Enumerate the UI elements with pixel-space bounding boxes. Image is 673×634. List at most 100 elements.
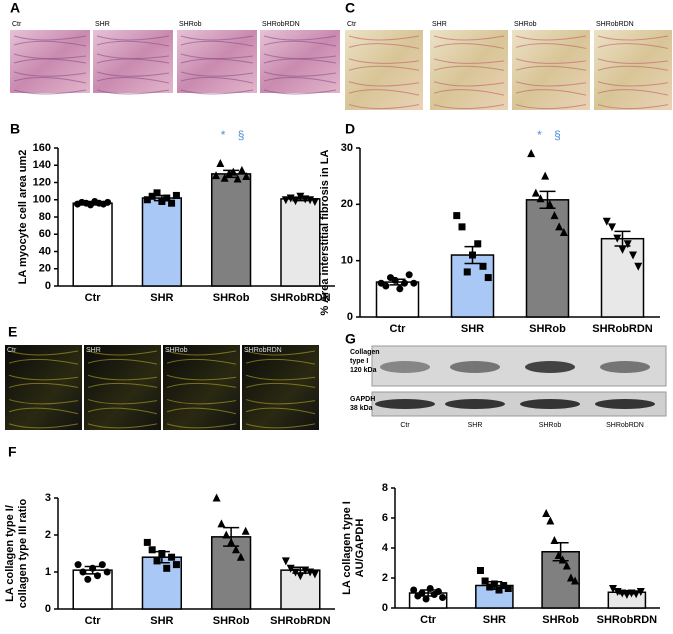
band xyxy=(450,361,500,373)
texture xyxy=(515,58,587,64)
band xyxy=(525,361,575,373)
micrograph xyxy=(594,30,672,110)
y-tick-label: 8 xyxy=(382,482,388,494)
point xyxy=(486,583,494,591)
bar xyxy=(450,254,495,318)
texture xyxy=(8,382,79,388)
point xyxy=(231,545,240,554)
texture xyxy=(263,71,337,77)
point xyxy=(545,199,554,208)
x-tick-label: SHR xyxy=(461,323,484,335)
point xyxy=(613,234,622,243)
point xyxy=(148,192,156,200)
point xyxy=(229,167,238,176)
point xyxy=(281,196,290,205)
point xyxy=(608,585,617,593)
y-tick-label: 20 xyxy=(341,198,353,210)
point xyxy=(559,228,568,236)
point xyxy=(222,530,231,539)
x-tick-label: Ctr xyxy=(390,323,407,335)
image-label: SHR xyxy=(432,21,447,28)
point xyxy=(463,268,471,276)
point xyxy=(396,285,404,293)
point xyxy=(233,174,242,183)
texture xyxy=(13,89,87,95)
y-tick-label: 0 xyxy=(45,280,51,292)
texture xyxy=(180,89,254,95)
x-tick-label: SHRob xyxy=(529,323,566,335)
point xyxy=(481,577,489,585)
point xyxy=(458,223,466,231)
bar xyxy=(72,202,113,287)
texture xyxy=(263,53,337,60)
y-tick-label: 6 xyxy=(382,512,388,524)
point xyxy=(550,536,559,544)
image-label: SHRobRDN xyxy=(244,347,282,354)
y-tick-label: 0 xyxy=(382,602,388,614)
point xyxy=(172,191,180,199)
texture xyxy=(166,382,237,388)
image-label: SHRobRDN xyxy=(262,21,300,28)
texture xyxy=(13,58,87,64)
texture xyxy=(348,89,420,96)
texture xyxy=(515,65,587,71)
point xyxy=(608,223,616,232)
image-label: Ctr xyxy=(7,347,17,354)
point xyxy=(484,274,492,282)
point xyxy=(79,568,87,576)
y-tick-label: 2 xyxy=(45,529,51,541)
band xyxy=(375,399,435,409)
texture xyxy=(433,104,505,110)
y-tick-label: 3 xyxy=(45,492,51,504)
y-tick-label: 10 xyxy=(341,255,353,267)
texture xyxy=(597,43,669,49)
texture xyxy=(87,423,158,429)
band xyxy=(600,361,650,373)
texture xyxy=(180,53,254,60)
point xyxy=(296,192,305,201)
point xyxy=(629,251,637,260)
x-tick-label: SHR xyxy=(150,292,173,304)
point xyxy=(562,561,571,570)
texture xyxy=(245,374,316,381)
texture xyxy=(166,350,237,356)
texture xyxy=(433,58,505,64)
texture xyxy=(13,40,87,47)
point xyxy=(291,568,300,577)
point xyxy=(216,159,225,168)
point xyxy=(536,194,545,203)
point xyxy=(495,586,503,594)
point xyxy=(148,546,156,554)
point xyxy=(242,171,251,180)
point xyxy=(89,564,97,572)
point xyxy=(469,251,476,259)
point xyxy=(531,188,540,197)
band xyxy=(595,399,655,409)
point xyxy=(163,564,171,572)
texture xyxy=(348,104,420,110)
x-tick-label: Ctr xyxy=(85,615,102,627)
micrograph xyxy=(242,345,319,430)
image-label: SHR xyxy=(86,347,101,354)
texture xyxy=(180,40,254,47)
blot-label: type I xyxy=(350,358,368,365)
micrograph xyxy=(163,345,240,430)
band xyxy=(445,399,505,409)
point xyxy=(500,582,508,589)
blot-label: 120 kDa xyxy=(350,367,377,374)
y-axis-label: % Area interstitial fibrosis in LA xyxy=(319,150,331,316)
y-tick-label: 60 xyxy=(39,228,51,240)
annotation: * xyxy=(221,128,226,142)
y-tick-label: 20 xyxy=(39,263,51,275)
annotation: § xyxy=(554,128,561,142)
point xyxy=(405,271,413,279)
texture xyxy=(515,89,587,96)
y-axis-label: LA myocyte cell area um2 xyxy=(17,150,29,285)
texture xyxy=(87,350,158,356)
texture xyxy=(166,423,237,429)
point xyxy=(439,594,447,601)
texture xyxy=(245,407,316,415)
point xyxy=(391,276,399,284)
point xyxy=(422,595,430,603)
